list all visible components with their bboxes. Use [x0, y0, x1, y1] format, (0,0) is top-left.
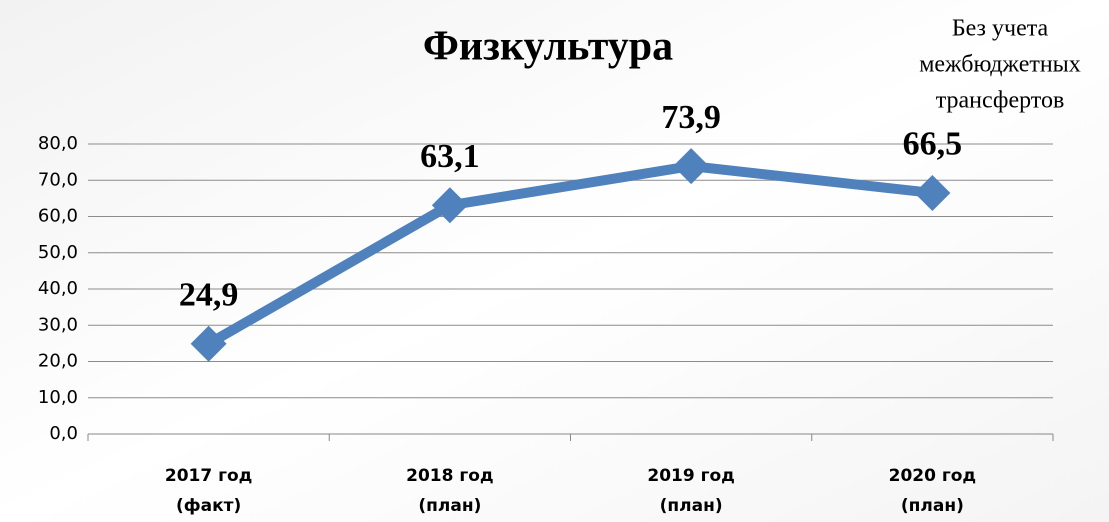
data-label: 73,9 — [661, 99, 721, 136]
chart-title: Физкультура — [423, 24, 673, 70]
data-label: 66,5 — [903, 126, 963, 163]
y-tick-label: 20,0 — [38, 351, 78, 372]
x-tick-label: 2017 год (факт) — [164, 466, 253, 516]
line — [206, 161, 933, 349]
y-tick-label: 50,0 — [38, 242, 78, 263]
y-tick-label: 30,0 — [38, 314, 78, 335]
y-tick-label: 40,0 — [38, 278, 78, 299]
y-tick-label: 10,0 — [38, 387, 78, 408]
data-label: 24,9 — [179, 277, 239, 314]
x-tick-label: 2019 год (план) — [647, 466, 735, 516]
y-tick-label: 0,0 — [49, 423, 78, 444]
y-tick-label: 70,0 — [38, 169, 78, 190]
data-label: 63,1 — [420, 138, 480, 175]
x-tick-label: 2020 год (план) — [888, 466, 977, 516]
marker — [914, 174, 951, 211]
marker — [431, 187, 468, 224]
annotation: трансфертов — [936, 88, 1065, 114]
x-tick-label: 2018 год (план) — [406, 466, 494, 516]
annotation: межбюджетных — [919, 52, 1081, 78]
marker — [190, 325, 227, 362]
annotation: Без учета — [952, 16, 1049, 42]
y-tick-label: 80,0 — [38, 133, 78, 154]
marker — [673, 148, 710, 185]
y-tick-label: 60,0 — [38, 206, 78, 227]
